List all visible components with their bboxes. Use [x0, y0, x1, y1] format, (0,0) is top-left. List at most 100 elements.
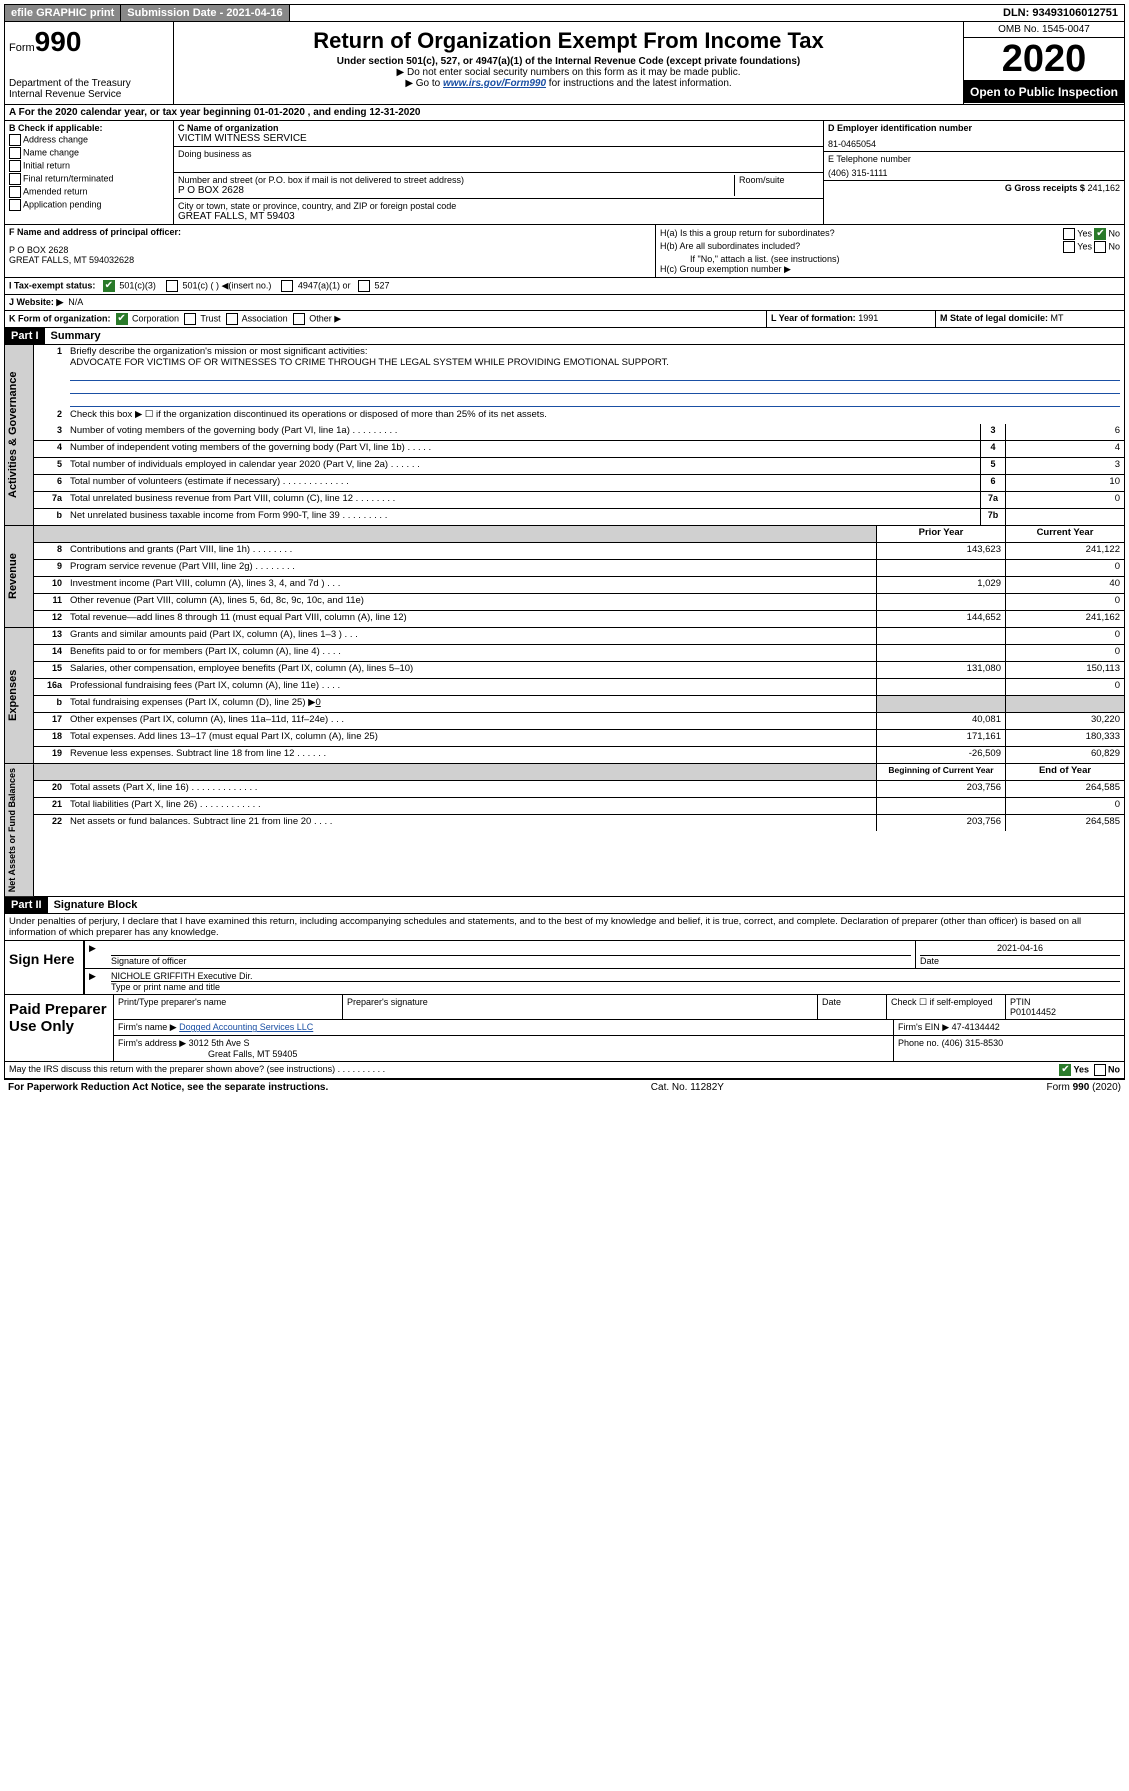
chk-assoc[interactable]	[226, 313, 238, 325]
row-i-tax-status: I Tax-exempt status: 501(c)(3) 501(c) ( …	[4, 278, 1125, 295]
c15: 150,113	[1005, 662, 1124, 678]
form-subtitle: Under section 501(c), 527, or 4947(a)(1)…	[178, 56, 959, 67]
ha-no[interactable]	[1094, 228, 1106, 240]
chk-final-return[interactable]	[9, 173, 21, 185]
discuss-yes[interactable]	[1059, 1064, 1071, 1076]
g-gross-val: 241,162	[1087, 183, 1120, 193]
firm-phone: (406) 315-8530	[942, 1038, 1004, 1048]
ptin-val: P01014452	[1010, 1007, 1120, 1017]
l1-val: ADVOCATE FOR VICTIMS OF OR WITNESSES TO …	[70, 357, 1120, 368]
hb-label: H(b) Are all subordinates included?	[660, 241, 800, 253]
v3: 6	[1005, 424, 1124, 440]
chk-other[interactable]	[293, 313, 305, 325]
c10: 40	[1005, 577, 1124, 593]
col-b-label: B Check if applicable:	[9, 123, 169, 133]
c-name-label: C Name of organization	[178, 123, 819, 133]
section-activities: Activities & Governance 1 Briefly descri…	[4, 345, 1125, 526]
p17: 40,081	[876, 713, 1005, 729]
f-label: F Name and address of principal officer:	[9, 227, 651, 237]
arrow-icon: ▶	[85, 969, 107, 994]
part2-label: Part II	[5, 897, 48, 913]
discuss-no[interactable]	[1094, 1064, 1106, 1076]
p11	[876, 594, 1005, 610]
firm-addr2: Great Falls, MT 59405	[118, 1049, 889, 1059]
footer-right: Form 990 (2020)	[1047, 1082, 1121, 1093]
g-gross-label: G Gross receipts $	[1005, 183, 1085, 193]
discuss-text: May the IRS discuss this return with the…	[9, 1064, 1059, 1076]
c14: 0	[1005, 645, 1124, 661]
ssn-warning: ▶ Do not enter social security numbers o…	[178, 67, 959, 78]
addr-label: Number and street (or P.O. box if mail i…	[178, 175, 730, 185]
paid-preparer-block: Paid Preparer Use Only Print/Type prepar…	[4, 995, 1125, 1062]
v6: 10	[1005, 475, 1124, 491]
e-phone-val: (406) 315-1111	[828, 168, 1120, 178]
c20: 264,585	[1005, 781, 1124, 797]
state-domicile: MT	[1051, 313, 1064, 323]
sign-date-val: 2021-04-16	[920, 943, 1120, 956]
chk-name-change[interactable]	[9, 147, 21, 159]
prep-name-label: Print/Type preparer's name	[114, 995, 343, 1019]
section-revenue: Revenue Prior YearCurrent Year 8Contribu…	[4, 526, 1125, 628]
v5: 3	[1005, 458, 1124, 474]
year-formation: 1991	[858, 313, 878, 323]
ha-label: H(a) Is this a group return for subordin…	[660, 228, 835, 240]
e-phone-label: E Telephone number	[828, 154, 1120, 164]
c21: 0	[1005, 798, 1124, 814]
side-activities: Activities & Governance	[5, 345, 34, 525]
p20: 203,756	[876, 781, 1005, 797]
part1-title: Summary	[45, 328, 107, 344]
tax-year: 2020	[964, 38, 1124, 81]
chk-amended-return[interactable]	[9, 186, 21, 198]
prep-sig-label: Preparer's signature	[343, 995, 818, 1019]
ptin-label: PTIN	[1010, 997, 1120, 1007]
footer-left: For Paperwork Reduction Act Notice, see …	[8, 1082, 328, 1093]
chk-4947[interactable]	[281, 280, 293, 292]
row-klm: K Form of organization: Corporation Trus…	[4, 311, 1125, 328]
col-h-group: H(a) Is this a group return for subordin…	[656, 225, 1124, 277]
part1-header: Part I Summary	[4, 328, 1125, 345]
firm-name-link[interactable]: Dogged Accounting Services LLC	[179, 1022, 313, 1032]
chk-501c[interactable]	[166, 280, 178, 292]
hb-yes[interactable]	[1063, 241, 1075, 253]
efile-button[interactable]: efile GRAPHIC print	[5, 5, 121, 21]
row-fh: F Name and address of principal officer:…	[4, 225, 1125, 278]
section-net-assets: Net Assets or Fund Balances Beginning of…	[4, 764, 1125, 897]
prep-date-label: Date	[818, 995, 887, 1019]
chk-trust[interactable]	[184, 313, 196, 325]
city-val: GREAT FALLS, MT 59403	[178, 211, 819, 222]
v7a: 0	[1005, 492, 1124, 508]
chk-initial-return[interactable]	[9, 160, 21, 172]
side-expenses: Expenses	[5, 628, 34, 763]
hc-label: H(c) Group exemption number ▶	[660, 264, 1120, 275]
c-name-val: VICTIM WITNESS SERVICE	[178, 133, 819, 144]
chk-application-pending[interactable]	[9, 199, 21, 211]
ha-yes[interactable]	[1063, 228, 1075, 240]
form-title: Return of Organization Exempt From Incom…	[178, 28, 959, 54]
form990-link[interactable]: www.irs.gov/Form990	[443, 78, 546, 89]
city-label: City or town, state or province, country…	[178, 201, 819, 211]
side-net: Net Assets or Fund Balances	[5, 764, 34, 896]
hb-no[interactable]	[1094, 241, 1106, 253]
chk-501c3[interactable]	[103, 280, 115, 292]
c12: 241,162	[1005, 611, 1124, 627]
l2-desc: Check this box ▶ ☐ if the organization d…	[66, 408, 1124, 424]
p15: 131,080	[876, 662, 1005, 678]
paid-label: Paid Preparer Use Only	[5, 995, 114, 1061]
header-left: Form990 Department of the Treasury Inter…	[5, 22, 174, 104]
header-right: OMB No. 1545-0047 2020 Open to Public In…	[963, 22, 1124, 104]
submission-date-button[interactable]: Submission Date - 2021-04-16	[121, 5, 289, 21]
chk-address-change[interactable]	[9, 134, 21, 146]
sig-label: Signature of officer	[111, 956, 911, 966]
col-c-org-info: C Name of organization VICTIM WITNESS SE…	[174, 121, 823, 224]
omb-number: OMB No. 1545-0047	[964, 22, 1124, 38]
row-discuss: May the IRS discuss this return with the…	[4, 1062, 1125, 1079]
part2-title: Signature Block	[48, 897, 144, 913]
c13: 0	[1005, 628, 1124, 644]
section-expenses: Expenses 13Grants and similar amounts pa…	[4, 628, 1125, 764]
chk-corp[interactable]	[116, 313, 128, 325]
self-employed-label: Check ☐ if self-employed	[887, 995, 1006, 1019]
c22: 264,585	[1005, 815, 1124, 831]
chk-527[interactable]	[358, 280, 370, 292]
c17: 30,220	[1005, 713, 1124, 729]
sign-here-label: Sign Here	[5, 941, 85, 994]
